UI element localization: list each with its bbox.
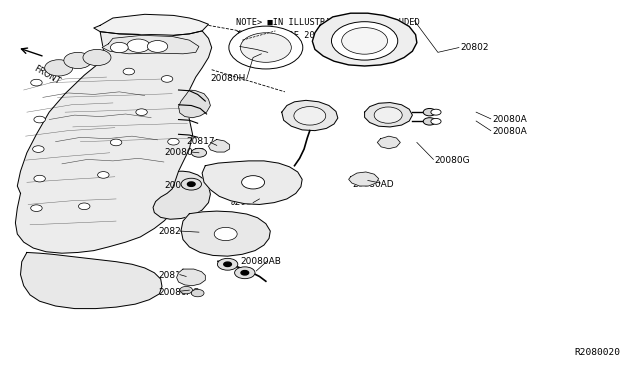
Circle shape — [34, 116, 45, 123]
Text: 20080AD: 20080AD — [352, 180, 394, 189]
Text: R2080020: R2080020 — [575, 347, 621, 357]
Polygon shape — [102, 35, 199, 54]
Text: 20825: 20825 — [159, 227, 188, 235]
Text: ∂20813+A: ∂20813+A — [243, 41, 289, 50]
Circle shape — [98, 171, 109, 178]
Polygon shape — [179, 90, 211, 118]
Circle shape — [218, 259, 238, 270]
Circle shape — [423, 118, 436, 125]
Text: 20080G: 20080G — [435, 155, 470, 165]
Circle shape — [181, 178, 202, 190]
Polygon shape — [177, 269, 205, 286]
Circle shape — [242, 176, 264, 189]
Polygon shape — [15, 31, 212, 253]
Circle shape — [168, 138, 179, 145]
Polygon shape — [349, 172, 379, 186]
Polygon shape — [365, 103, 412, 127]
Text: 20080B: 20080B — [164, 182, 198, 190]
Circle shape — [83, 49, 111, 65]
Circle shape — [229, 26, 303, 69]
Text: FRONT: FRONT — [33, 64, 62, 86]
Circle shape — [431, 118, 441, 124]
Circle shape — [136, 109, 147, 115]
Circle shape — [34, 175, 45, 182]
Circle shape — [332, 22, 397, 60]
Circle shape — [235, 267, 255, 279]
Circle shape — [33, 146, 44, 153]
Circle shape — [191, 148, 207, 157]
Circle shape — [31, 205, 42, 211]
Circle shape — [110, 42, 128, 53]
Polygon shape — [209, 140, 230, 152]
Circle shape — [431, 109, 441, 115]
Text: 20080AF: 20080AF — [164, 148, 204, 157]
Text: 20080A: 20080A — [492, 127, 527, 136]
Text: NOTE> ■IN ILLUSTRATION ARE INCLUDED: NOTE> ■IN ILLUSTRATION ARE INCLUDED — [236, 18, 420, 27]
Polygon shape — [153, 171, 211, 219]
Polygon shape — [312, 13, 417, 66]
Circle shape — [191, 289, 204, 297]
Polygon shape — [282, 100, 338, 131]
Circle shape — [342, 28, 388, 54]
Polygon shape — [181, 211, 270, 256]
Circle shape — [161, 76, 173, 82]
Polygon shape — [20, 253, 162, 309]
Circle shape — [31, 79, 42, 86]
Circle shape — [241, 33, 291, 62]
Circle shape — [294, 107, 326, 125]
Circle shape — [110, 139, 122, 146]
Circle shape — [224, 262, 232, 266]
Circle shape — [79, 203, 90, 210]
Text: 20080H: 20080H — [211, 74, 246, 83]
Text: IN PART CODE 20802: IN PART CODE 20802 — [236, 31, 330, 40]
Circle shape — [374, 107, 402, 123]
Text: 20080AB: 20080AB — [241, 257, 281, 266]
Circle shape — [423, 109, 436, 116]
Circle shape — [45, 60, 73, 76]
Circle shape — [123, 68, 134, 75]
Text: ∂20813: ∂20813 — [231, 198, 264, 207]
Circle shape — [241, 270, 248, 275]
Circle shape — [127, 39, 150, 52]
Circle shape — [64, 52, 92, 68]
Circle shape — [147, 41, 168, 52]
Circle shape — [180, 286, 193, 294]
Text: 20817+A: 20817+A — [159, 271, 201, 280]
Polygon shape — [202, 161, 302, 205]
Text: 20802: 20802 — [460, 43, 489, 52]
Text: 20817: 20817 — [186, 137, 215, 146]
Polygon shape — [94, 14, 209, 35]
Circle shape — [188, 182, 195, 186]
Text: 20080AC: 20080AC — [159, 288, 200, 297]
Polygon shape — [378, 136, 400, 149]
Text: 20080A: 20080A — [492, 115, 527, 124]
Circle shape — [214, 227, 237, 241]
